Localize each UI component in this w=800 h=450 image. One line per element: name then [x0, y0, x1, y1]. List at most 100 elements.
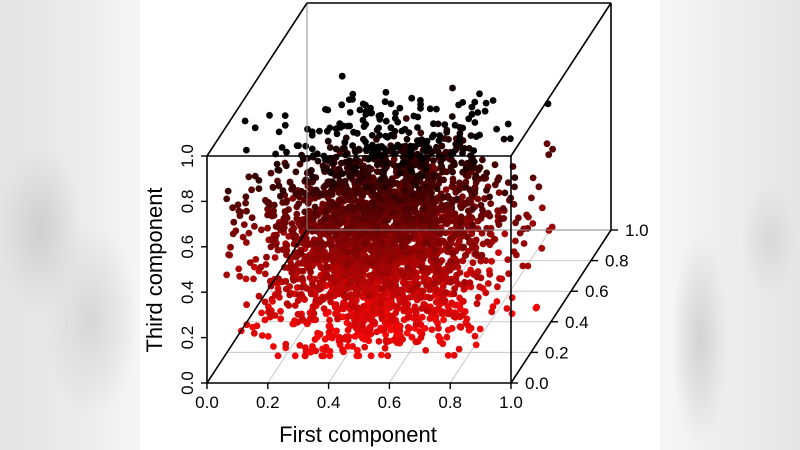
data-point	[422, 347, 430, 354]
data-point	[434, 228, 442, 235]
data-point	[439, 193, 447, 201]
data-point	[484, 280, 492, 287]
data-point	[417, 105, 424, 112]
data-point	[412, 321, 420, 328]
box-edge	[510, 2, 612, 157]
data-point	[362, 121, 370, 128]
data-point	[320, 253, 328, 261]
data-point	[464, 322, 472, 329]
data-point	[404, 211, 412, 218]
data-point	[266, 111, 273, 119]
data-point	[363, 335, 371, 342]
data-point	[397, 236, 405, 244]
data-point	[302, 191, 310, 199]
data-point	[277, 192, 284, 200]
data-point	[229, 204, 237, 212]
data-point	[504, 256, 512, 263]
data-point	[404, 314, 412, 321]
data-point	[417, 129, 425, 137]
z-tick-label: 1.0	[178, 144, 197, 168]
data-point	[310, 310, 318, 317]
data-point	[346, 163, 354, 171]
data-point	[243, 239, 250, 246]
data-point	[349, 90, 357, 98]
data-point	[545, 151, 553, 159]
data-point	[390, 193, 398, 201]
data-point	[448, 113, 456, 120]
data-point	[359, 208, 366, 216]
data-point	[307, 290, 315, 298]
data-point	[224, 187, 232, 195]
data-point	[329, 223, 337, 231]
data-point	[362, 240, 369, 248]
data-point	[375, 112, 383, 120]
data-point	[285, 302, 293, 309]
data-point	[353, 263, 361, 270]
data-point	[292, 168, 300, 176]
data-point	[282, 162, 290, 170]
data-point	[437, 274, 445, 282]
data-point	[309, 215, 317, 223]
data-point	[252, 256, 260, 263]
data-point	[347, 291, 354, 299]
data-point	[301, 352, 309, 360]
data-point	[373, 259, 381, 267]
data-point	[396, 169, 404, 177]
data-point	[414, 137, 421, 145]
data-point	[343, 282, 351, 290]
data-point	[294, 260, 302, 267]
data-point	[353, 155, 360, 163]
data-point	[369, 187, 376, 195]
data-point	[312, 296, 320, 303]
data-point	[501, 189, 509, 197]
data-point	[311, 203, 319, 211]
data-point	[290, 234, 298, 242]
data-point	[449, 84, 456, 92]
data-point	[334, 202, 341, 209]
data-point	[459, 257, 467, 265]
data-point	[426, 286, 434, 294]
x-tick-label: 1.0	[499, 393, 523, 412]
data-point	[449, 250, 457, 258]
data-point	[299, 267, 307, 275]
data-point	[346, 122, 353, 130]
data-point	[277, 307, 284, 315]
data-point	[401, 151, 409, 159]
data-point	[269, 183, 277, 191]
data-point	[472, 172, 480, 179]
data-point	[398, 243, 406, 251]
data-point	[495, 249, 502, 256]
data-point	[262, 261, 270, 268]
data-point	[283, 148, 290, 156]
data-point	[428, 326, 436, 333]
data-point	[324, 106, 332, 114]
data-point	[382, 117, 390, 125]
data-point	[251, 263, 258, 271]
data-point	[353, 352, 361, 360]
data-point	[357, 186, 365, 194]
data-point	[418, 313, 426, 321]
data-point	[387, 100, 395, 108]
data-point	[402, 197, 410, 205]
data-point	[333, 130, 341, 138]
data-point	[515, 214, 522, 222]
data-point	[338, 284, 345, 291]
data-point	[450, 290, 458, 298]
data-point	[495, 221, 503, 229]
data-point	[371, 299, 379, 306]
data-point	[334, 315, 341, 323]
data-point	[314, 157, 322, 165]
data-point	[428, 183, 436, 191]
y-tick-label: 0.6	[585, 282, 609, 301]
data-point	[275, 128, 283, 136]
data-point	[349, 343, 356, 350]
data-point	[476, 283, 484, 291]
data-point	[403, 135, 411, 143]
data-point	[349, 223, 356, 231]
data-point	[476, 325, 484, 333]
data-point	[481, 107, 489, 115]
data-point	[307, 268, 314, 276]
x-tick-label: 0.2	[256, 393, 280, 412]
data-point	[410, 112, 418, 120]
data-point	[265, 308, 272, 316]
